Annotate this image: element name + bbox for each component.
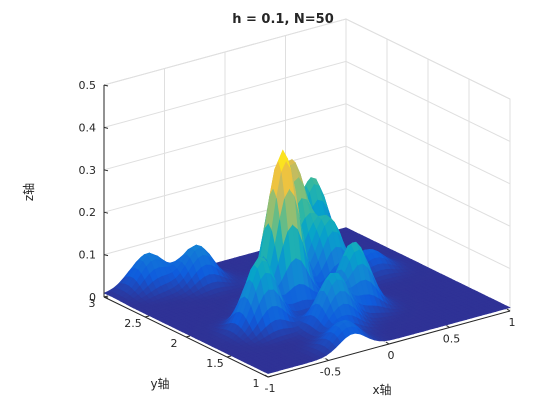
x-tick-mark [385, 341, 390, 345]
z-tick-mark [103, 84, 109, 87]
x-tick-mark [325, 358, 329, 361]
x-tick-label: 1 [509, 316, 516, 329]
z-tick-label: 0 [89, 291, 96, 304]
z-tick-label: 0.4 [79, 121, 97, 134]
y-tick-label: 2.5 [124, 317, 142, 330]
z-tick-mark [103, 211, 109, 214]
y-tick-mark [226, 355, 232, 358]
x-tick-mark [264, 374, 269, 378]
x-tick-label: -0.5 [320, 366, 341, 379]
chart-title: h = 0.1, N=50 [232, 12, 334, 27]
x-tick-mark [446, 325, 450, 328]
surface-mesh [103, 149, 511, 374]
y-tick-label: 3 [89, 297, 96, 310]
z-tick-mark [103, 126, 109, 129]
z-tick-label: 0.5 [79, 79, 97, 92]
z-tick-label: 0.2 [79, 206, 97, 219]
x-tick-label: -1 [265, 382, 276, 395]
y-tick-label: 1.5 [206, 357, 224, 370]
y-tick-label: 2 [171, 337, 178, 350]
z-tick-label: 0.3 [79, 164, 97, 177]
z-tick-mark [103, 169, 109, 172]
y-tick-label: 1 [253, 377, 260, 390]
y-tick-mark [185, 335, 191, 338]
x-axis-label: x轴 [372, 382, 391, 397]
z-tick-label: 0.1 [79, 249, 97, 262]
y-tick-mark [267, 375, 273, 378]
z-axis-label: z轴 [21, 183, 36, 201]
z-tick-mark [103, 296, 109, 299]
z-tick-mark [103, 254, 109, 257]
x-tick-label: 0.5 [443, 333, 461, 346]
y-tick-mark [144, 315, 150, 318]
surface-facet [263, 370, 274, 374]
x-tick-label: 0 [388, 349, 395, 362]
x-tick-mark [506, 308, 511, 312]
y-axis-label: y轴 [150, 376, 169, 391]
